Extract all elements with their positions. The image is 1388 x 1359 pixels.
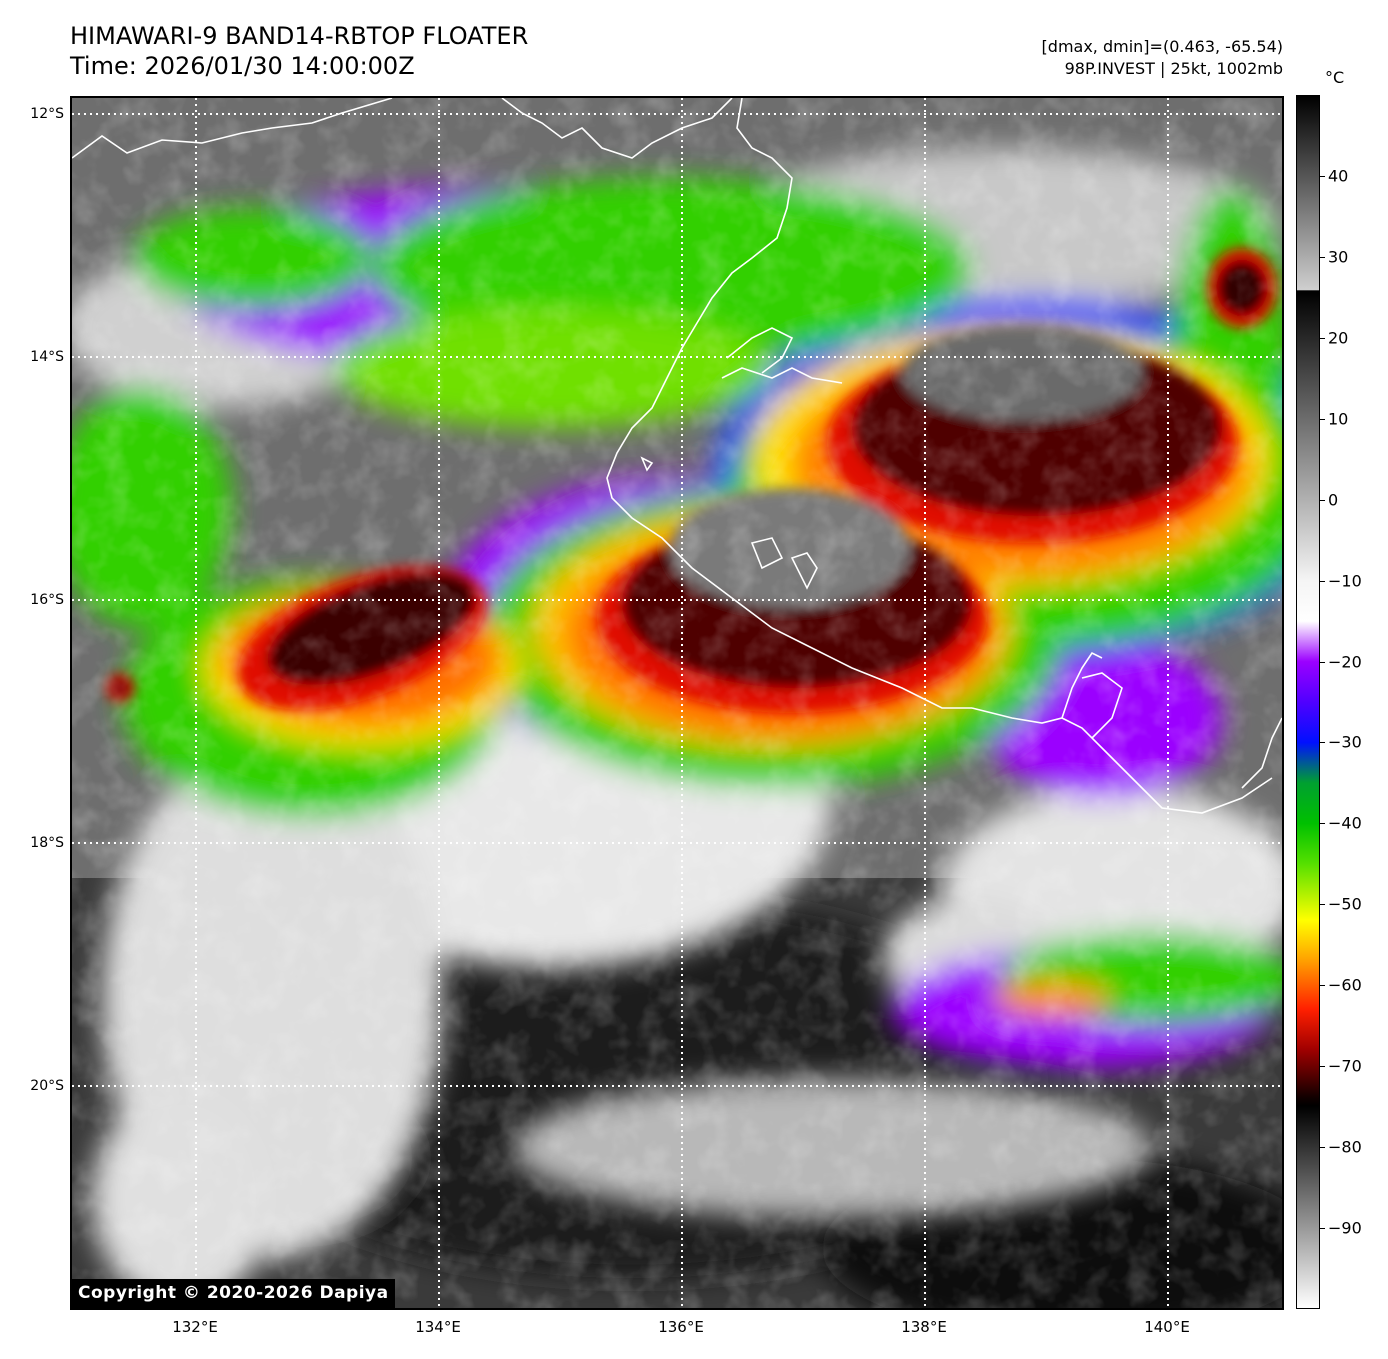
colorbar-tick-label: 20 bbox=[1328, 328, 1349, 348]
colorbar-tick bbox=[1320, 499, 1325, 501]
colorbar-tick bbox=[1320, 1066, 1325, 1068]
cloud-texture bbox=[72, 98, 1282, 1308]
colorbar-tick bbox=[1320, 175, 1325, 177]
colorbar-tick bbox=[1320, 904, 1325, 906]
timestamp: Time: 2026/01/30 14:00:00Z bbox=[70, 52, 415, 80]
colorbar-tick bbox=[1320, 742, 1325, 744]
satellite-map: Copyright © 2020-2026 Dapiya bbox=[70, 96, 1284, 1310]
colorbar-tick-label: −90 bbox=[1328, 1218, 1362, 1238]
colorbar-tick-label: −40 bbox=[1328, 813, 1362, 833]
colorbar-tick-label: −70 bbox=[1328, 1056, 1362, 1076]
storm-info: 98P.INVEST | 25kt, 1002mb bbox=[1064, 59, 1283, 78]
colorbar-tick-label: −60 bbox=[1328, 975, 1362, 995]
colorbar-tick-label: 10 bbox=[1328, 409, 1349, 429]
colorbar-tick-label: 0 bbox=[1328, 490, 1339, 510]
chart-title: HIMAWARI-9 BAND14-RBTOP FLOATER bbox=[70, 22, 529, 50]
coastline bbox=[72, 98, 1282, 814]
graticule bbox=[72, 98, 1282, 1308]
lon-label-136e: 136°E bbox=[658, 1318, 704, 1336]
lon-label-140e: 140°E bbox=[1144, 1318, 1190, 1336]
colorbar-tick-label: −50 bbox=[1328, 894, 1362, 914]
lat-label-16s: 16°S bbox=[30, 592, 64, 608]
colorbar-tick bbox=[1320, 337, 1325, 339]
satellite-imagery bbox=[72, 98, 1282, 1308]
colorbar-tick-label: 30 bbox=[1328, 247, 1349, 267]
lon-label-138e: 138°E bbox=[901, 1318, 947, 1336]
copyright-notice: Copyright © 2020-2026 Dapiya bbox=[72, 1279, 395, 1308]
colorbar-tick bbox=[1320, 256, 1325, 258]
colorbar-tick bbox=[1320, 985, 1325, 987]
lat-label-18s: 18°S bbox=[30, 835, 64, 851]
colorbar-tick bbox=[1320, 823, 1325, 825]
lat-label-14s: 14°S bbox=[30, 349, 64, 365]
colorbar-tick-label: 40 bbox=[1328, 166, 1349, 186]
colorbar-tick bbox=[1320, 661, 1325, 663]
lat-label-12s: 12°S bbox=[30, 106, 64, 122]
colorbar-tick-label: −10 bbox=[1328, 571, 1362, 591]
colorbar-tick bbox=[1320, 580, 1325, 582]
colorbar-tick bbox=[1320, 1228, 1325, 1230]
colorbar-tick-label: −20 bbox=[1328, 652, 1362, 672]
data-range: [dmax, dmin]=(0.463, -65.54) bbox=[1041, 37, 1283, 56]
colorbar-tick bbox=[1320, 1147, 1325, 1149]
colorbar-unit: °C bbox=[1325, 68, 1345, 87]
lon-label-134e: 134°E bbox=[415, 1318, 461, 1336]
lon-label-132e: 132°E bbox=[172, 1318, 218, 1336]
colorbar-tick-label: −30 bbox=[1328, 732, 1362, 752]
colorbar-tick bbox=[1320, 418, 1325, 420]
lat-label-20s: 20°S bbox=[30, 1078, 64, 1094]
temperature-colorbar bbox=[1296, 95, 1320, 1309]
colorbar-tick-label: −80 bbox=[1328, 1137, 1362, 1157]
